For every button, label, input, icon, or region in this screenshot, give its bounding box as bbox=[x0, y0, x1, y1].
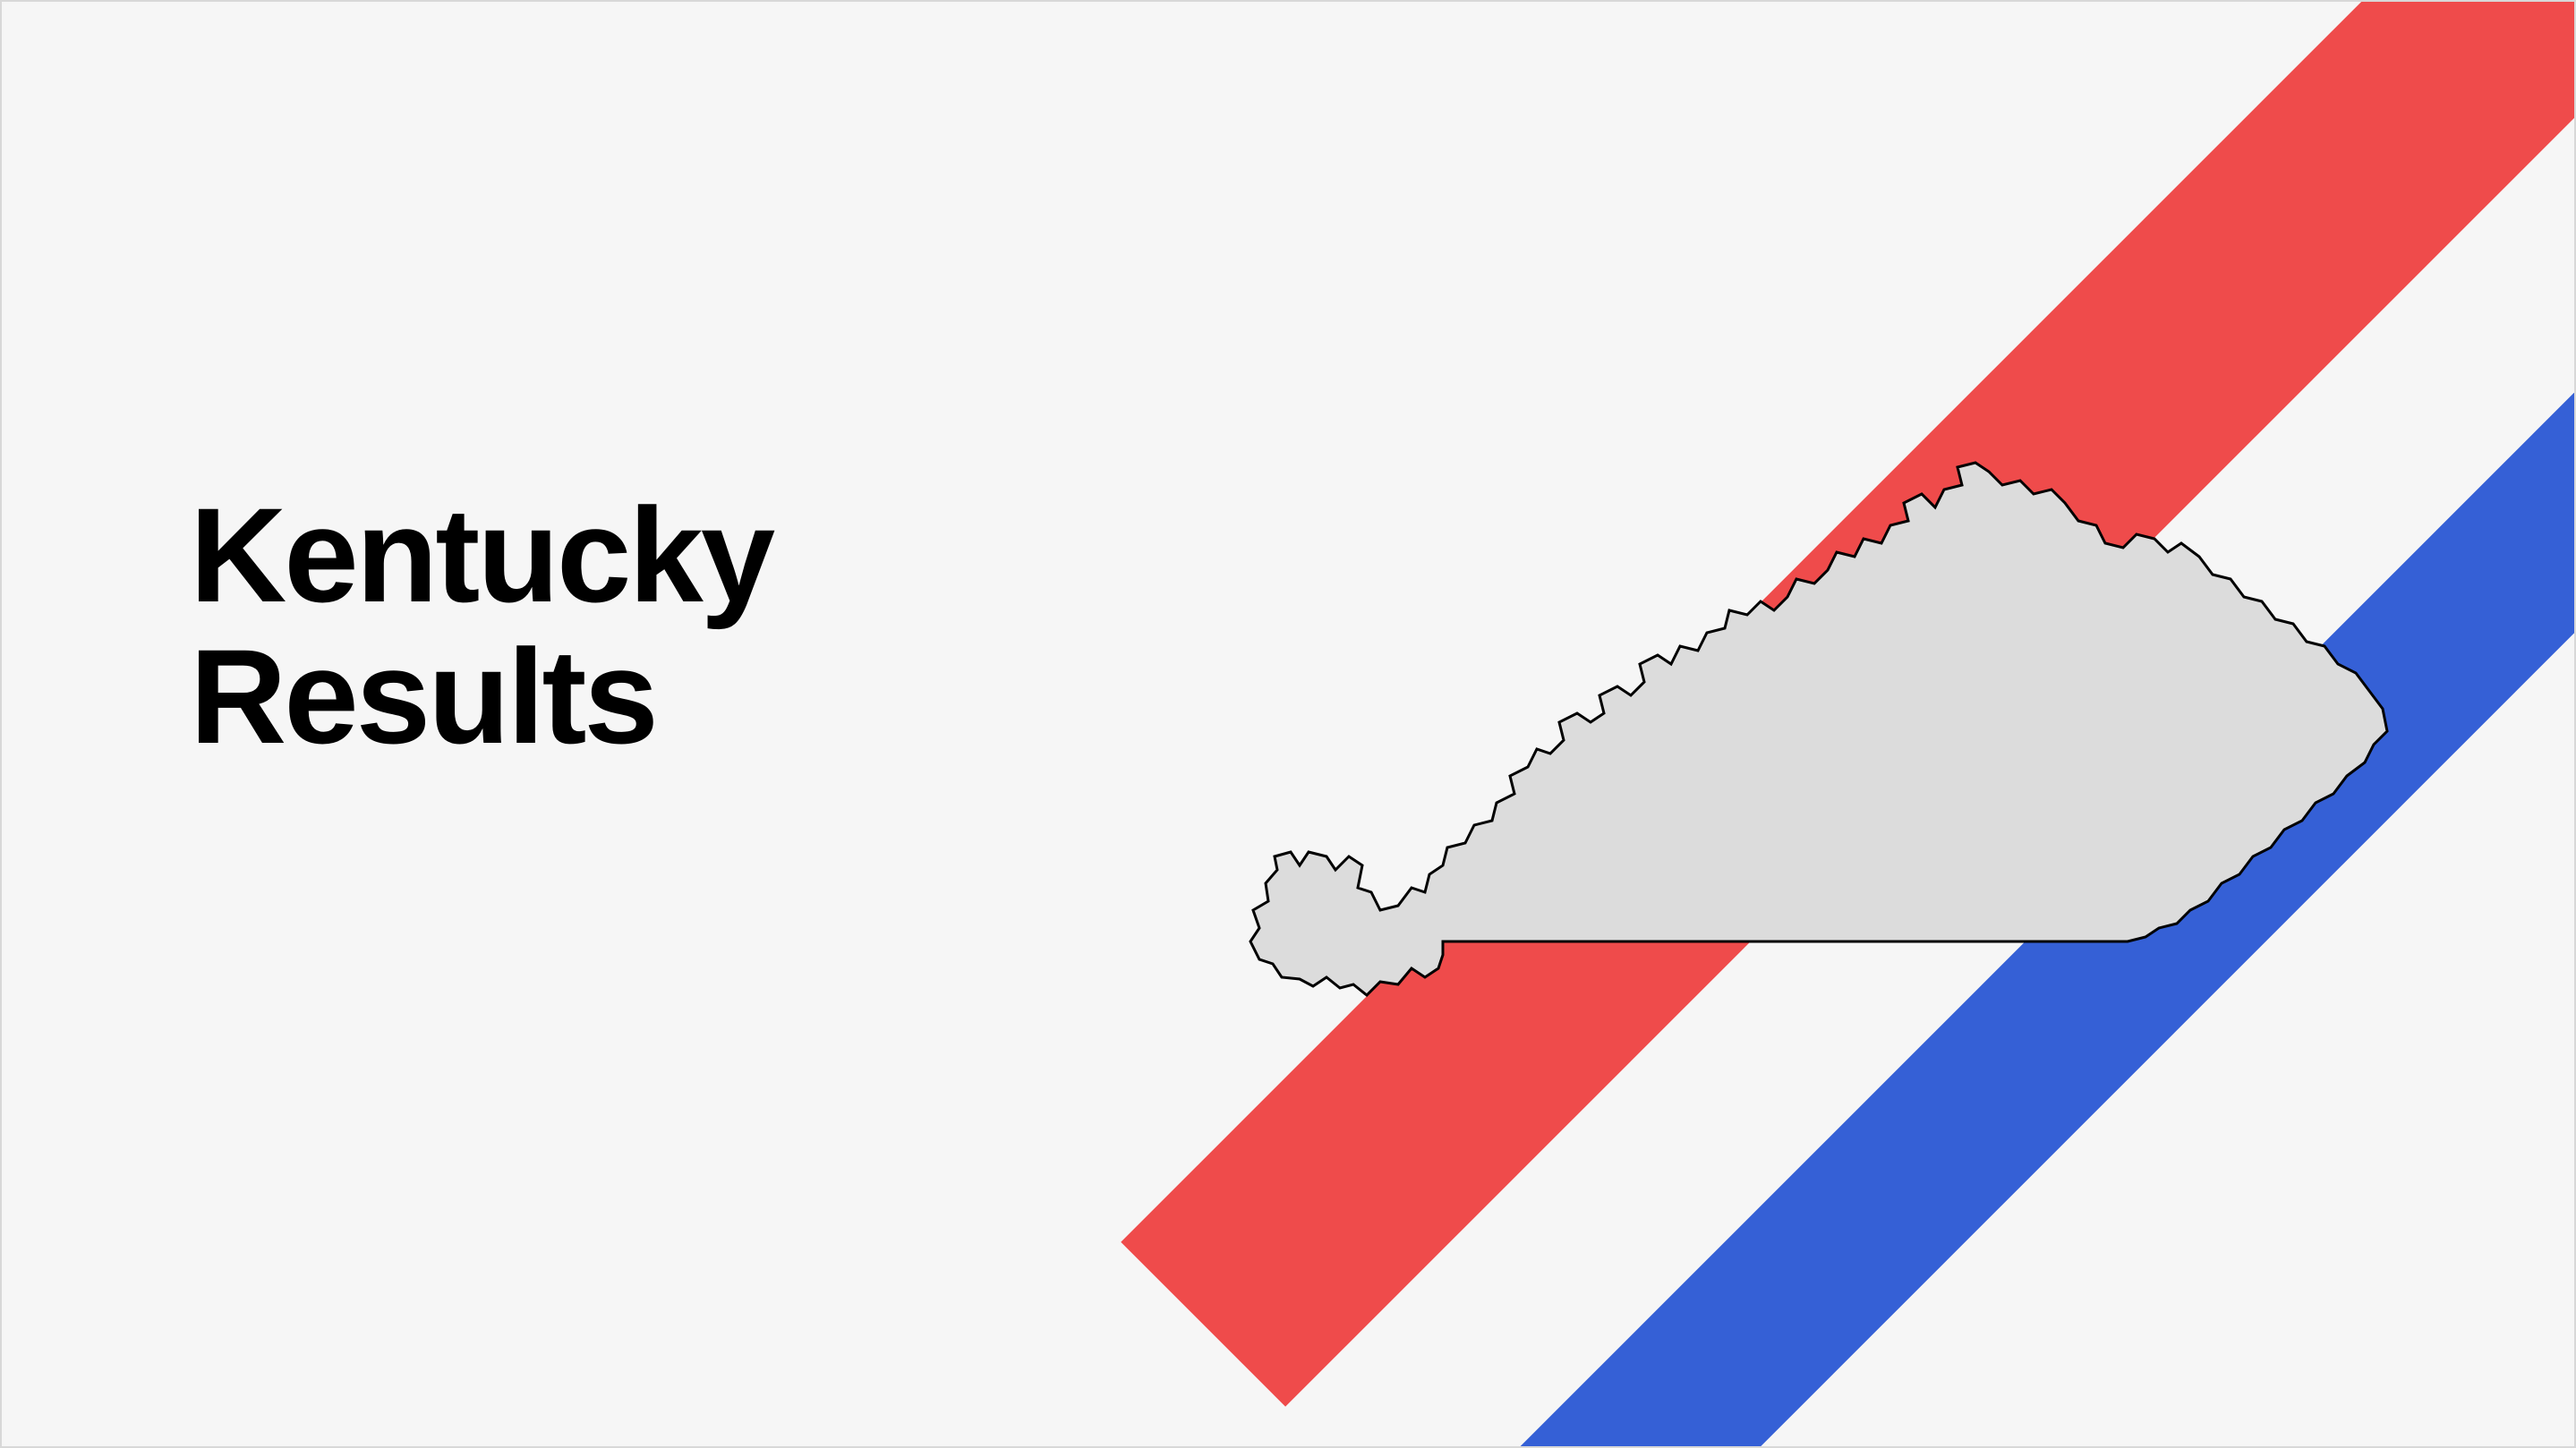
page-title: Kentucky Results bbox=[190, 485, 772, 767]
kentucky-path bbox=[1250, 463, 2387, 995]
main-container: Kentucky Results bbox=[0, 0, 2576, 1448]
title-line-1: Kentucky bbox=[190, 480, 772, 630]
title-line-2: Results bbox=[190, 621, 656, 771]
kentucky-state-outline bbox=[1210, 422, 2418, 1049]
